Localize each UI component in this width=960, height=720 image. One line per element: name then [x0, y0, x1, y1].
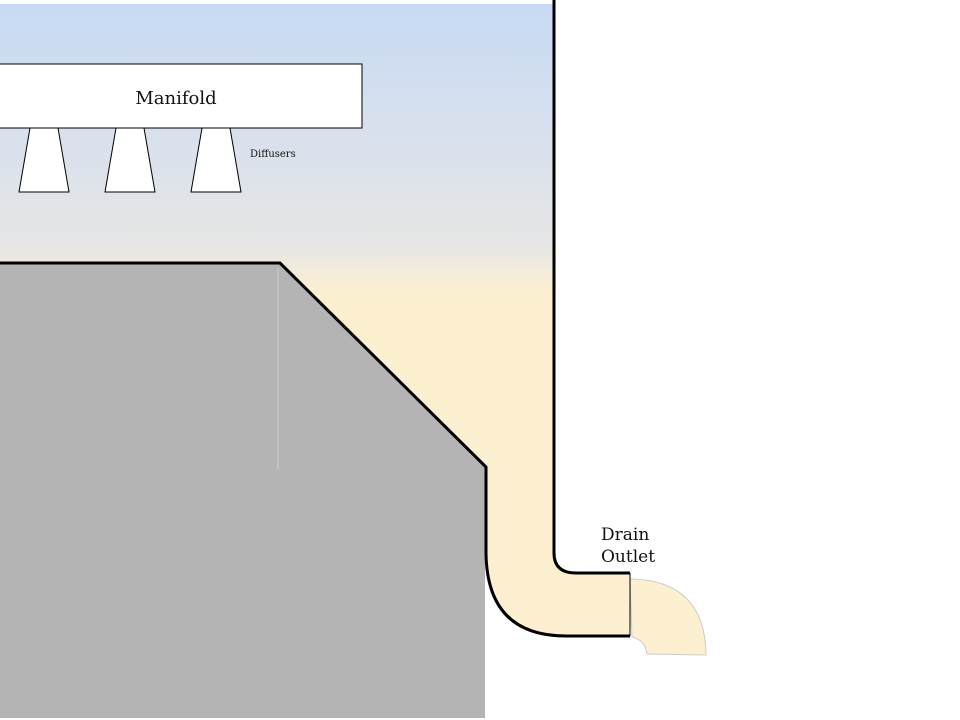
drain-spout — [629, 578, 707, 656]
diffuser — [104, 127, 156, 193]
drain-label-line1: Drain — [601, 525, 649, 545]
diffusers-label: Diffusers — [250, 149, 296, 160]
diffuser — [18, 127, 70, 193]
diffuser — [190, 127, 242, 193]
ground-outline — [0, 261, 630, 638]
upper-drain-wall — [552, 552, 630, 575]
tank-fluid — [0, 4, 630, 636]
ground-block — [0, 264, 485, 718]
manifold-box — [0, 63, 363, 129]
drain-label-line2: Outlet — [601, 547, 655, 567]
manifold-label: Manifold — [135, 88, 216, 109]
